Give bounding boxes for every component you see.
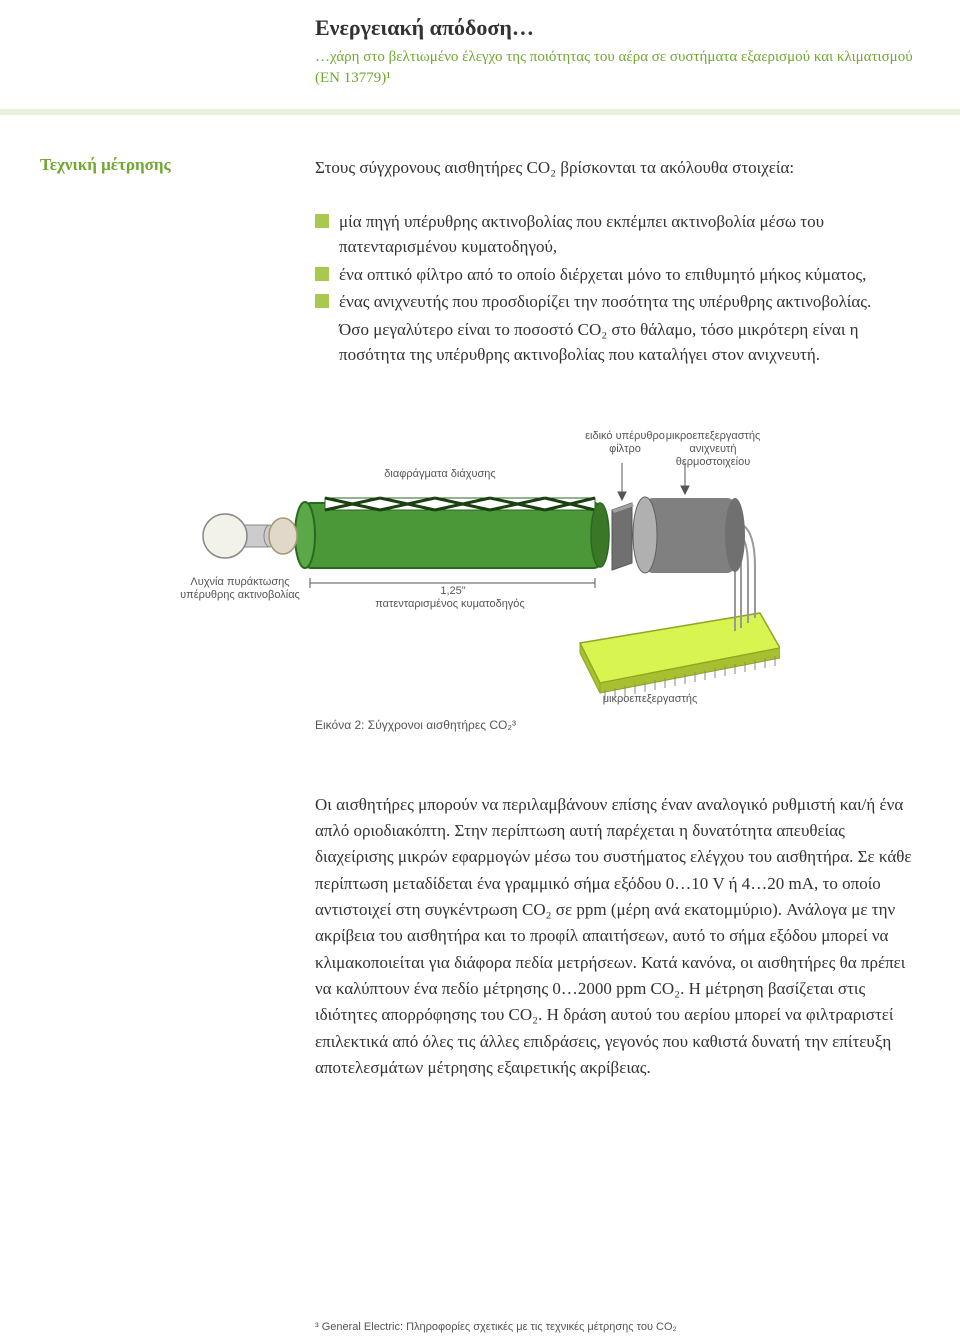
header-band: Ενεργειακή απόδοση… …χάρη στο βελτιωμένο…: [0, 0, 960, 109]
diagram-label-filter: ειδικό υπέρυθρο φίλτρο: [580, 430, 670, 456]
diagram-label-waveguide: πατενταρισμένος κυματοδηγός: [360, 598, 540, 611]
bullet-text: ένα οπτικό φίλτρο από το οποίο διέρχεται…: [339, 262, 920, 288]
detector-cyl-icon: [633, 497, 745, 573]
intro-text: Στους σύγχρονους αισθητήρες CO₂ βρίσκοντ…: [315, 155, 920, 181]
diagram-label-detector: μικροεπεξεργαστής ανιχνευτή θερμοστοιχεί…: [658, 430, 768, 470]
bullet-icon: [315, 267, 329, 281]
list-item: ένα οπτικό φίλτρο από το οποίο διέρχεται…: [315, 262, 920, 288]
list-item: ένας ανιχνευτής που προσδιορίζει την ποσ…: [315, 289, 920, 315]
lamp-icon: [203, 514, 297, 558]
figure-caption: Εικόνα 2: Σύγχρονοι αισθητήρες CO₂³: [315, 718, 920, 732]
bullet-icon: [315, 214, 329, 228]
diagram-label-cpu: μικροεπεξεργαστής: [590, 693, 710, 706]
body-paragraph: Οι αισθητήρες μπορούν να περιλαμβάνουν ε…: [315, 792, 920, 1082]
diagram-label-lamp: Λυχνία πυράκτωσης υπέρυθρης ακτινοβολίας: [180, 576, 300, 602]
content-area: Τεχνική μέτρησης Στους σύγχρονους αισθητ…: [0, 115, 960, 1101]
chip-icon: [580, 613, 780, 700]
diagram-label-diffusion: διαφράγματα διάχυσης: [370, 468, 510, 481]
footnote: ³ General Electric: Πληροφορίες σχετικές…: [0, 1321, 960, 1343]
waveguide-icon: [295, 498, 609, 568]
page-title: Ενεργειακή απόδοση…: [315, 15, 920, 41]
ir-filter-icon: [612, 503, 634, 570]
sensor-diagram: διαφράγματα διάχυσης ειδικό υπέρυθρο φίλ…: [180, 418, 780, 708]
bullet-list: μία πηγή υπέρυθρης ακτινοβολίας που εκπέ…: [315, 209, 920, 368]
bullet-text: ένας ανιχνευτής που προσδιορίζει την ποσ…: [339, 289, 920, 315]
follow-text: Όσο μεγαλύτερο είναι το ποσοστό CO₂ στο …: [315, 317, 920, 368]
bullet-text: μία πηγή υπέρυθρης ακτινοβολίας που εκπέ…: [339, 209, 920, 260]
section-label: Τεχνική μέτρησης: [40, 155, 315, 175]
list-item: μία πηγή υπέρυθρης ακτινοβολίας που εκπέ…: [315, 209, 920, 260]
bullet-icon: [315, 294, 329, 308]
diagram-label-length: 1,25": [428, 585, 478, 598]
page-subtitle: …χάρη στο βελτιωμένο έλεγχο της ποιότητα…: [315, 47, 920, 89]
